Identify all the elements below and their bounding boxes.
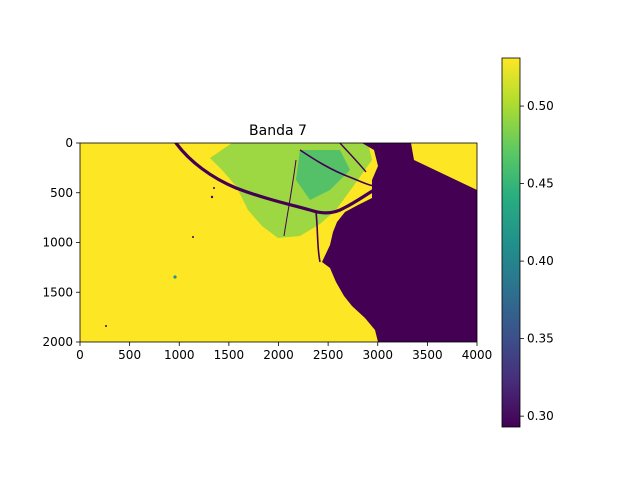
river-branch-south xyxy=(283,159,297,237)
colorbar-tick-label: 0.45 xyxy=(527,177,554,191)
water-speck xyxy=(213,187,215,189)
y-tick-label: 500 xyxy=(50,186,73,200)
ocean-region xyxy=(322,143,477,342)
river-branch-east xyxy=(339,143,367,173)
vegetation-speckle xyxy=(296,150,350,200)
x-tick-label: 1000 xyxy=(164,348,195,362)
x-tick-label: 500 xyxy=(118,348,141,362)
water-speck xyxy=(173,275,177,279)
y-axis: 0 500 1000 1500 2000 xyxy=(42,136,80,349)
colorbar-axis: 0.30 0.35 0.40 0.45 0.50 xyxy=(520,99,554,423)
river-branch-southeast xyxy=(315,211,321,263)
colorbar-tick-label: 0.35 xyxy=(527,332,554,346)
y-tick-label: 1500 xyxy=(42,285,73,299)
colorbar-tick-label: 0.40 xyxy=(527,254,554,268)
x-tick-label: 1500 xyxy=(214,348,245,362)
colorbar xyxy=(502,58,520,427)
y-tick-label: 2000 xyxy=(42,335,73,349)
x-tick-label: 3000 xyxy=(362,348,393,362)
water-speck xyxy=(192,236,194,238)
colorbar-frame xyxy=(501,57,521,428)
x-tick-label: 2500 xyxy=(313,348,344,362)
water-speck xyxy=(210,195,214,199)
x-tick-label: 0 xyxy=(76,348,84,362)
x-tick-label: 3500 xyxy=(412,348,443,362)
colorbar-tick-label: 0.50 xyxy=(527,99,554,113)
y-tick-label: 1000 xyxy=(42,236,73,250)
water-speck xyxy=(105,325,107,327)
x-tick-label: 4000 xyxy=(462,348,493,362)
colorbar-tick-label: 0.30 xyxy=(527,409,554,423)
y-tick-label: 0 xyxy=(65,136,73,150)
x-tick-label: 2000 xyxy=(263,348,294,362)
river-branch-north xyxy=(299,149,377,187)
raster-image xyxy=(80,143,477,342)
chart-title: Banda 7 xyxy=(249,123,307,139)
x-axis: 0 500 1000 1500 2000 2500 3000 3500 4000 xyxy=(76,342,492,362)
river-main xyxy=(174,143,376,215)
ocean-bay xyxy=(378,165,404,198)
